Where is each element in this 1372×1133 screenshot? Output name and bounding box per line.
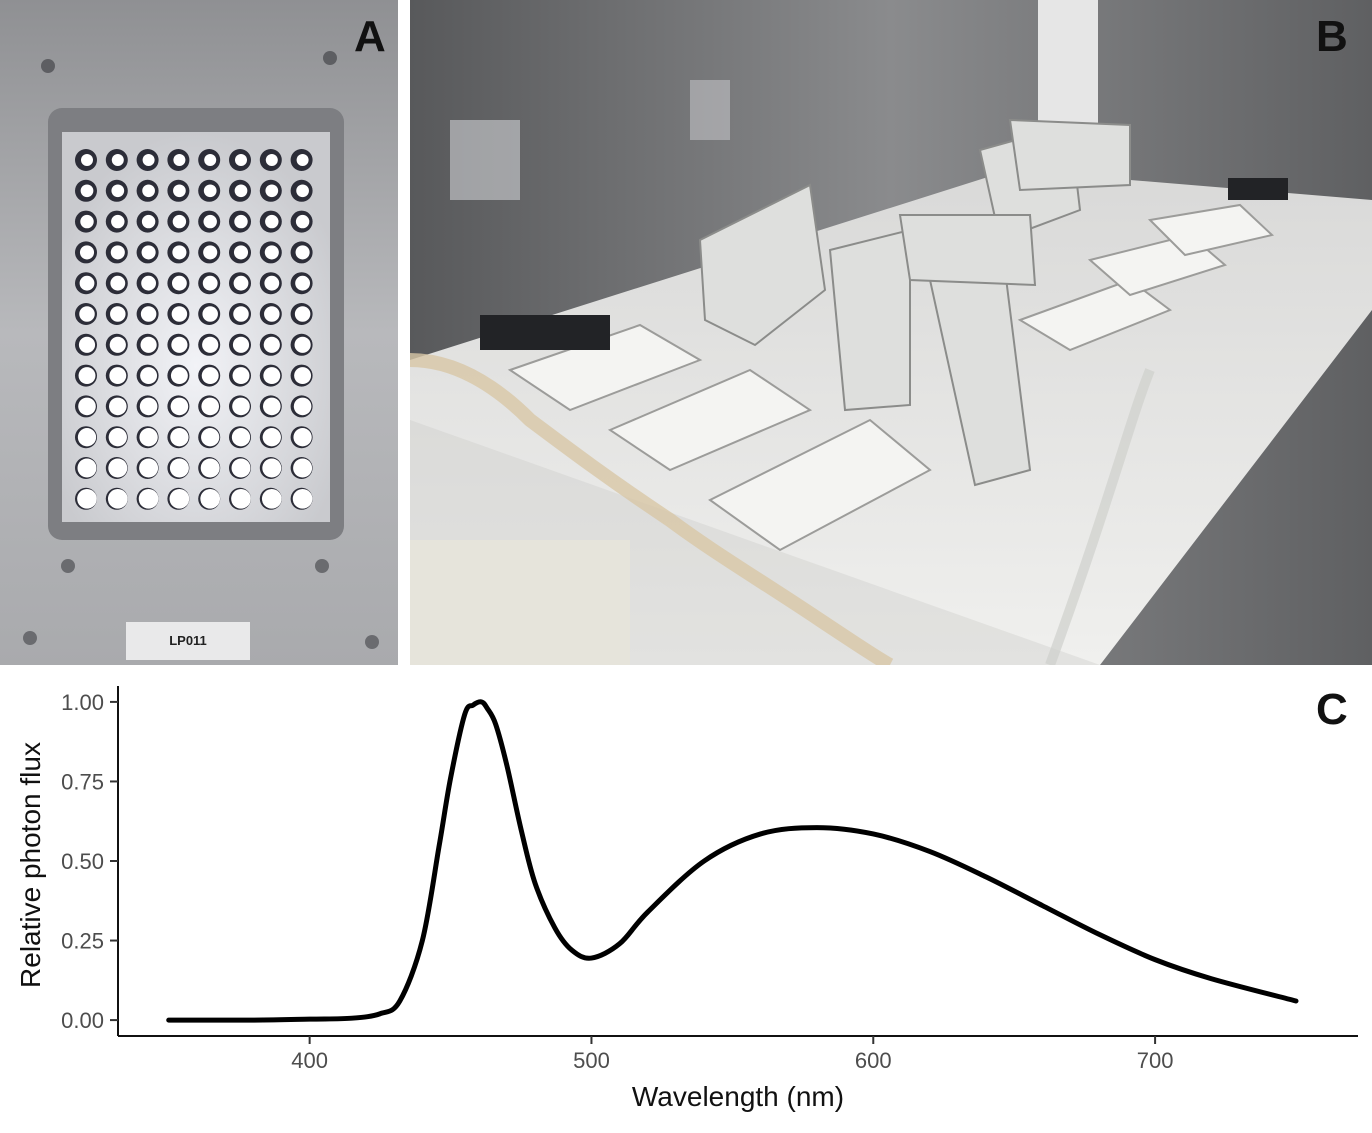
y-tick-label: 0.75 [61,769,104,794]
chart-series-layer [166,699,1299,1023]
led-panel-photo-drawing [0,0,398,665]
photo-led-panel: LP011 A [0,0,398,665]
device-tag: LP011 [169,633,207,648]
lab-setup-photo-drawing [410,0,1372,665]
y-tick-label: 0.00 [61,1008,104,1033]
photo-lab-setup: B [410,0,1372,665]
spectrum-chart: 400 500 600 700 0.00 0.25 0.50 0.75 1.00 Wavelen… [0,668,1372,1128]
x-tick-label: 600 [855,1048,892,1073]
chart-axes: 400 500 600 700 0.00 0.25 0.50 0.75 1.00 [61,686,1358,1073]
x-tick-label: 700 [1137,1048,1174,1073]
x-tick-label: 400 [291,1048,328,1073]
panel-label-a: A [354,12,386,61]
spectrum-chart-svg: 400 500 600 700 0.00 0.25 0.50 0.75 1.00 Wavelen… [15,685,1358,1112]
panel-label-b: B [1316,12,1348,61]
y-tick-label: 1.00 [61,690,104,715]
y-axis-label: Relative photon flux [15,742,46,988]
led-array [75,149,313,510]
y-tick-label: 0.50 [61,849,104,874]
y-tick-label: 0.25 [61,929,104,954]
series-line [166,699,1299,1023]
x-axis-label: Wavelength (nm) [632,1081,844,1112]
panel-label-c: C [1316,685,1348,734]
x-tick-label: 500 [573,1048,610,1073]
